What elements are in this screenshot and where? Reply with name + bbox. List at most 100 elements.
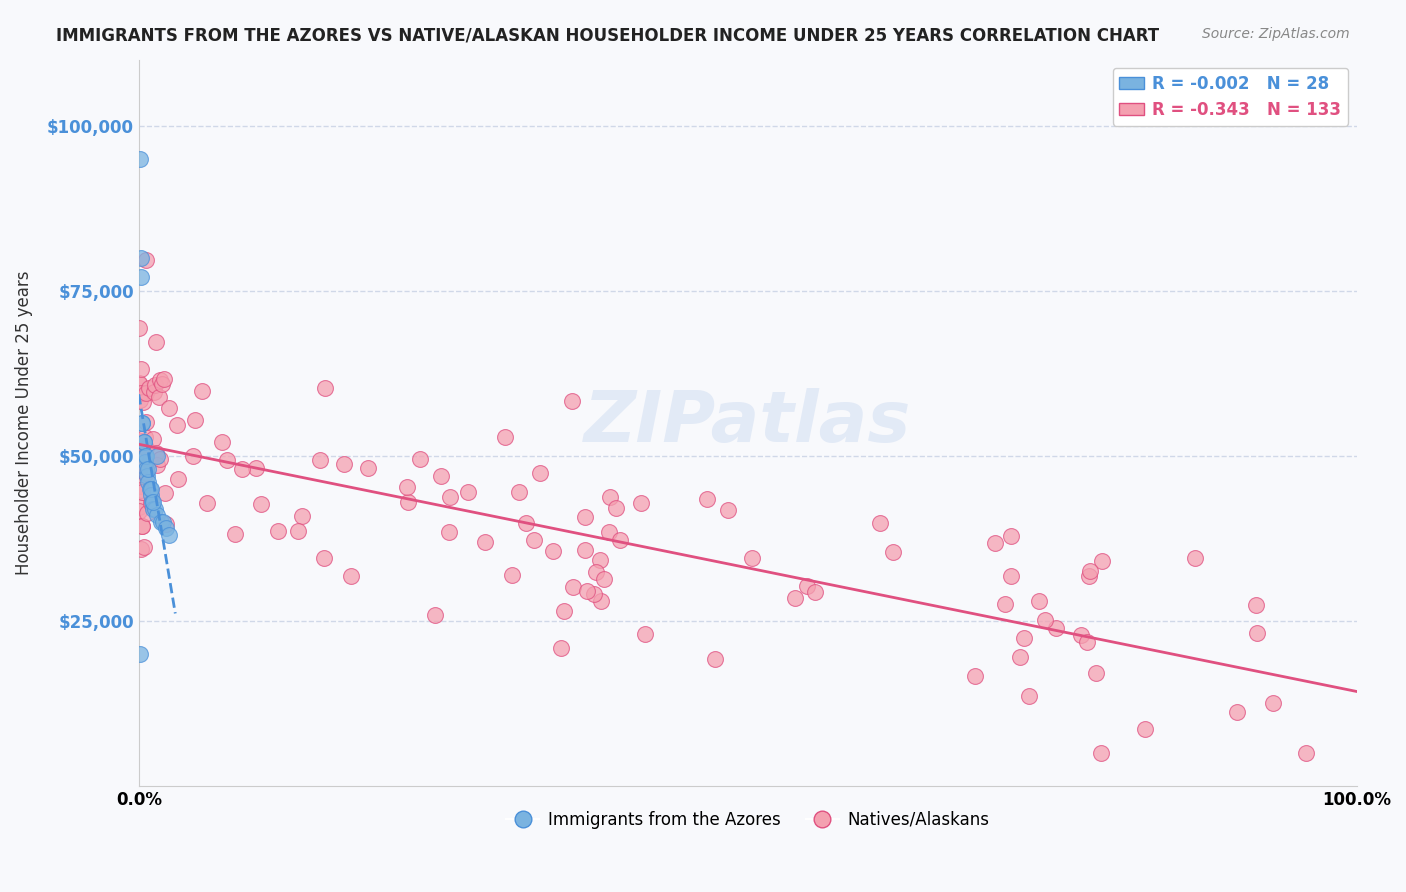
Natives/Alaskans (157, 401, 180, 415)
Natives/Alaskans (148, 390, 170, 404)
Immigrants from the Azores (135, 449, 157, 463)
Immigrants from the Azores (149, 515, 172, 529)
Natives/Alaskans (1090, 746, 1112, 760)
Natives/Alaskans (129, 483, 152, 498)
Natives/Alaskans (553, 604, 575, 618)
Natives/Alaskans (796, 579, 818, 593)
Natives/Alaskans (138, 381, 160, 395)
Immigrants from the Azores (136, 468, 159, 483)
Natives/Alaskans (395, 480, 418, 494)
Natives/Alaskans (131, 447, 153, 461)
Natives/Alaskans (589, 552, 612, 566)
Immigrants from the Azores (138, 475, 160, 489)
Natives/Alaskans (145, 445, 167, 459)
Natives/Alaskans (181, 449, 204, 463)
Natives/Alaskans (1000, 569, 1022, 583)
Natives/Alaskans (562, 580, 585, 594)
Natives/Alaskans (340, 569, 363, 583)
Natives/Alaskans (141, 496, 163, 510)
Natives/Alaskans (1000, 529, 1022, 543)
Natives/Alaskans (1261, 696, 1284, 710)
Natives/Alaskans (593, 572, 616, 586)
Natives/Alaskans (543, 543, 565, 558)
Natives/Alaskans (1070, 628, 1092, 642)
Natives/Alaskans (704, 652, 727, 666)
Natives/Alaskans (501, 568, 523, 582)
Natives/Alaskans (135, 415, 157, 429)
Natives/Alaskans (515, 516, 537, 530)
Immigrants from the Azores (139, 482, 162, 496)
Natives/Alaskans (423, 608, 446, 623)
Natives/Alaskans (128, 504, 150, 518)
Natives/Alaskans (396, 495, 419, 509)
Natives/Alaskans (128, 463, 150, 477)
Natives/Alaskans (195, 496, 218, 510)
Natives/Alaskans (142, 384, 165, 399)
Immigrants from the Azores (129, 152, 152, 166)
Natives/Alaskans (150, 376, 173, 391)
Natives/Alaskans (882, 545, 904, 559)
Natives/Alaskans (129, 541, 152, 556)
Natives/Alaskans (211, 435, 233, 450)
Immigrants from the Azores (131, 416, 153, 430)
Natives/Alaskans (1226, 705, 1249, 719)
Natives/Alaskans (314, 381, 336, 395)
Natives/Alaskans (1028, 594, 1050, 608)
Natives/Alaskans (287, 524, 309, 538)
Natives/Alaskans (583, 587, 606, 601)
Natives/Alaskans (409, 452, 432, 467)
Natives/Alaskans (741, 551, 763, 566)
Natives/Alaskans (131, 518, 153, 533)
Immigrants from the Azores (132, 435, 155, 450)
Natives/Alaskans (143, 378, 166, 392)
Natives/Alaskans (634, 627, 657, 641)
Immigrants from the Azores (142, 495, 165, 509)
Immigrants from the Azores (129, 270, 152, 285)
Legend: Immigrants from the Azores, Natives/Alaskans: Immigrants from the Azores, Natives/Alas… (499, 805, 995, 836)
Natives/Alaskans (550, 640, 572, 655)
Natives/Alaskans (585, 565, 607, 579)
Natives/Alaskans (696, 492, 718, 507)
Natives/Alaskans (132, 540, 155, 554)
Natives/Alaskans (166, 472, 188, 486)
Natives/Alaskans (129, 362, 152, 376)
Natives/Alaskans (129, 393, 152, 408)
Natives/Alaskans (145, 335, 167, 350)
Natives/Alaskans (994, 597, 1017, 611)
Natives/Alaskans (155, 517, 177, 532)
Natives/Alaskans (1076, 635, 1098, 649)
Immigrants from the Azores (152, 515, 174, 529)
Y-axis label: Householder Income Under 25 years: Householder Income Under 25 years (15, 270, 32, 575)
Natives/Alaskans (1033, 613, 1056, 627)
Immigrants from the Azores (146, 449, 169, 463)
Natives/Alaskans (135, 385, 157, 400)
Natives/Alaskans (231, 462, 253, 476)
Natives/Alaskans (153, 372, 176, 386)
Natives/Alaskans (308, 452, 330, 467)
Immigrants from the Azores (142, 501, 165, 516)
Natives/Alaskans (598, 525, 620, 540)
Natives/Alaskans (474, 535, 496, 549)
Natives/Alaskans (609, 533, 631, 547)
Natives/Alaskans (1078, 569, 1101, 583)
Natives/Alaskans (332, 457, 354, 471)
Immigrants from the Azores (129, 647, 152, 661)
Immigrants from the Azores (157, 528, 180, 542)
Natives/Alaskans (494, 430, 516, 444)
Natives/Alaskans (131, 434, 153, 448)
Natives/Alaskans (149, 451, 172, 466)
Text: IMMIGRANTS FROM THE AZORES VS NATIVE/ALASKAN HOUSEHOLDER INCOME UNDER 25 YEARS C: IMMIGRANTS FROM THE AZORES VS NATIVE/ALA… (56, 27, 1160, 45)
Natives/Alaskans (135, 252, 157, 267)
Natives/Alaskans (804, 584, 827, 599)
Natives/Alaskans (155, 486, 177, 500)
Immigrants from the Azores (134, 449, 156, 463)
Natives/Alaskans (437, 525, 460, 540)
Natives/Alaskans (1244, 598, 1267, 612)
Natives/Alaskans (576, 583, 599, 598)
Immigrants from the Azores (131, 416, 153, 430)
Natives/Alaskans (1045, 621, 1067, 635)
Natives/Alaskans (1184, 550, 1206, 565)
Natives/Alaskans (128, 376, 150, 390)
Natives/Alaskans (314, 551, 336, 566)
Natives/Alaskans (291, 509, 314, 524)
